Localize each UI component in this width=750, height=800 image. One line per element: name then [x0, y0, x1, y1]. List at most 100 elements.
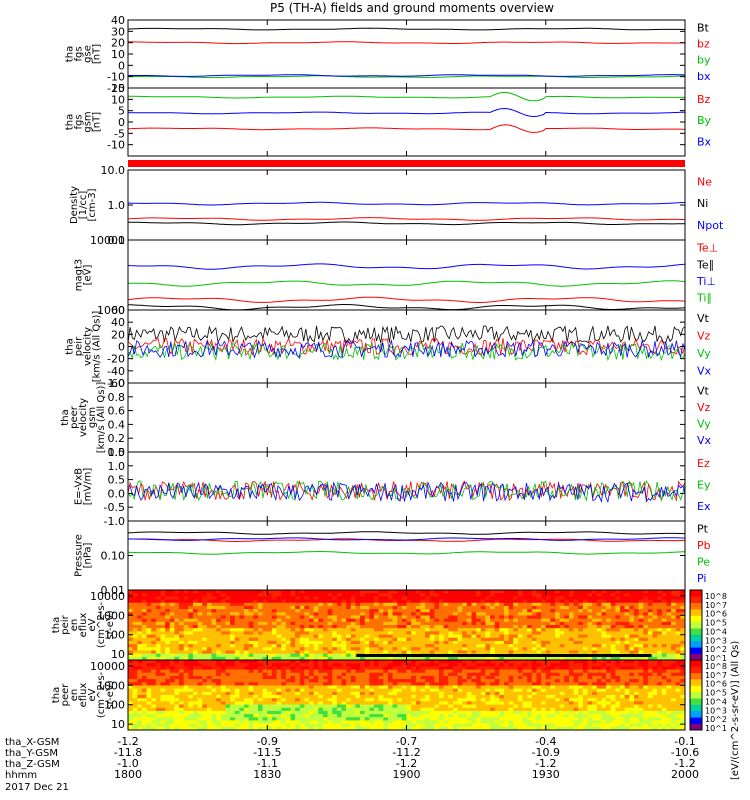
spectrogram-cell: [332, 656, 338, 661]
spectrogram-cell: [503, 675, 510, 680]
spectrogram-cell: [355, 675, 361, 680]
spectrogram-cell: [378, 682, 384, 686]
spectrogram-cell: [457, 717, 463, 721]
spectrogram-cell: [476, 685, 482, 690]
spectrogram-cell: [360, 707, 366, 712]
spectrogram-cell: [151, 666, 157, 670]
spectrogram-cell: [476, 625, 482, 629]
spectrogram-cell: [429, 599, 435, 604]
spectrogram-cell: [568, 663, 574, 667]
spectrogram-cell: [620, 605, 626, 610]
spectrogram-cell: [355, 599, 361, 604]
spectrogram-cell: [647, 650, 653, 655]
spectrogram-cell: [378, 596, 384, 600]
spectrogram-cell: [508, 707, 514, 712]
spectrogram-cell: [550, 590, 556, 594]
spectrogram-cell: [202, 653, 208, 658]
spectrogram-cell: [415, 605, 421, 610]
spectrogram-cell: [174, 625, 180, 629]
spectrogram-cell: [596, 618, 602, 623]
spectrogram-cell: [401, 723, 407, 728]
spectrogram-cell: [151, 660, 157, 664]
spectrogram-cell: [587, 602, 593, 607]
spectrogram-cell: [499, 647, 505, 651]
spectrogram-cell: [211, 634, 217, 639]
spectrogram-cell: [179, 590, 185, 594]
spectrogram-cell: [230, 628, 236, 632]
spectrogram-cell: [517, 666, 523, 670]
spectrogram-cell: [392, 723, 398, 728]
spectrogram-cell: [411, 682, 417, 686]
spectrogram-cell: [271, 637, 277, 642]
spectrogram-cell: [248, 656, 254, 661]
spectrogram-cell: [392, 596, 398, 600]
spectrogram-cell: [179, 679, 185, 683]
spectrogram-cell: [499, 602, 505, 607]
spectrogram-cell: [374, 596, 380, 600]
spectrogram-cell: [244, 685, 250, 690]
spectrogram-cell: [332, 698, 338, 702]
spectrogram-cell: [341, 612, 347, 616]
spectrogram-cell: [211, 663, 217, 667]
spectrogram-cell: [309, 682, 315, 686]
spectrogram-cell: [128, 602, 134, 607]
spectrogram-cell: [392, 625, 398, 629]
spectrogram-cell: [285, 644, 291, 648]
spectrogram-cell: [397, 628, 403, 632]
spectrogram-cell: [522, 621, 528, 626]
spectrogram-cell: [248, 685, 254, 690]
spectrogram-cell: [527, 618, 533, 623]
spectrogram-cell: [248, 590, 254, 594]
spectrogram-cell: [448, 660, 454, 664]
spectrogram-cell: [596, 590, 602, 594]
spectrogram-cell: [522, 707, 528, 712]
spectrogram-cell: [318, 714, 324, 718]
spectrogram-cell: [239, 714, 245, 718]
spectrogram-cell: [555, 637, 561, 642]
spectrogram-cell: [132, 609, 138, 613]
spectrogram-cell: [290, 707, 296, 712]
spectrogram-cell: [230, 612, 236, 616]
spectrogram-cell: [633, 634, 639, 639]
spectrogram-cell: [364, 618, 370, 623]
spectrogram-cell: [425, 640, 431, 645]
spectrogram-cell: [220, 637, 226, 642]
spectrogram-cell: [671, 634, 677, 639]
spectrogram-cell: [397, 669, 403, 674]
spectrogram-cell: [545, 666, 551, 670]
spectrogram-cell: [322, 647, 328, 651]
spectrogram-cell: [378, 691, 384, 696]
spectrogram-cell: [197, 688, 203, 693]
spectrogram-cell: [443, 637, 449, 642]
spectrogram-cell: [522, 631, 528, 635]
spectrogram-cell: [160, 644, 166, 648]
spectrogram-cell: [480, 599, 486, 604]
spectrogram-cell: [183, 660, 189, 664]
spectrogram-cell: [239, 631, 245, 635]
spectrogram-cell: [248, 609, 254, 613]
spectrogram-cell: [476, 704, 482, 709]
spectrogram-cell: [666, 647, 672, 651]
spectrogram-cell: [197, 650, 203, 655]
spectrogram-cell: [629, 634, 635, 639]
spectrogram-cell: [517, 698, 523, 702]
spectrogram-cell: [295, 726, 301, 731]
spectrogram-cell: [271, 625, 277, 629]
spectrogram-cell: [141, 691, 147, 696]
spectrogram-cell: [601, 621, 607, 626]
spectrogram-cell: [415, 704, 421, 709]
spectrogram-cell: [568, 707, 574, 712]
spectrogram-cell: [174, 631, 180, 635]
spectrogram-cell: [174, 612, 180, 616]
spectrogram-cell: [550, 602, 556, 607]
spectrogram-cell: [494, 631, 500, 635]
spectrogram-cell: [485, 717, 491, 721]
spectrogram-cell: [629, 644, 635, 648]
legend-entry-Vt: Vt: [697, 312, 710, 325]
spectrogram-cell: [188, 701, 194, 705]
spectrogram-cell: [309, 590, 315, 594]
spectrogram-cell: [592, 599, 598, 604]
spectrogram-cell: [183, 663, 189, 667]
spectrogram-cell: [262, 682, 268, 686]
spectrogram-cell: [155, 609, 161, 613]
